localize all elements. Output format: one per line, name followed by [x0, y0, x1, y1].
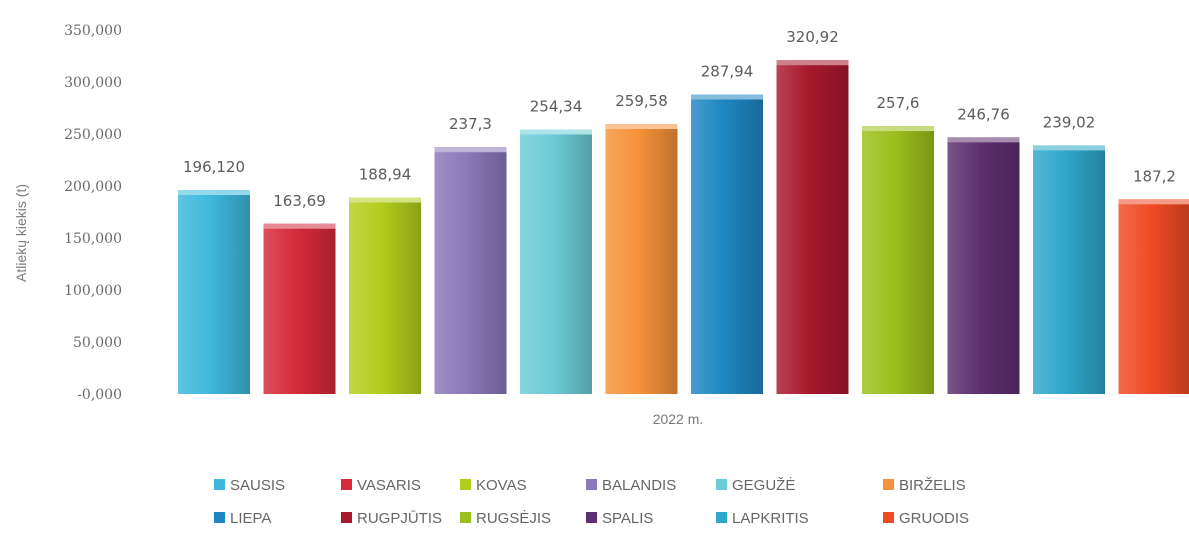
data-label: 246,76: [957, 105, 1010, 123]
legend-label: RUGSĖJIS: [476, 509, 551, 527]
legend-swatch: [586, 479, 597, 490]
bar-top-cap: [691, 94, 763, 100]
bar-top-cap: [178, 190, 250, 196]
y-tick-label: 200,000: [64, 179, 122, 195]
bar-top-cap: [520, 129, 592, 135]
bar-top-cap: [1033, 145, 1105, 151]
data-label: 196,120: [183, 158, 245, 176]
bar-rugsėjis: [862, 126, 934, 394]
y-tick-label: 150,000: [64, 231, 122, 247]
bar-top-cap: [862, 126, 934, 132]
legend-swatch: [341, 479, 352, 490]
legend-label: SAUSIS: [230, 477, 285, 494]
legend-swatch: [716, 512, 727, 523]
bar-top-cap: [1118, 199, 1189, 205]
bars: [178, 60, 1189, 395]
data-label: 287,94: [701, 63, 754, 81]
legend-swatch: [883, 479, 894, 490]
bar-lapkritis: [1033, 145, 1105, 394]
bar-top-cap: [434, 147, 507, 153]
y-tick-label: 50,000: [73, 335, 122, 351]
bar-top-cap: [605, 124, 678, 130]
bar-rugpjūtis: [776, 60, 849, 395]
data-label: 320,92: [786, 28, 839, 46]
legend: SAUSIS VASARIS KOVAS BALANDIS GEGUŽĖ BIRŽELIS…: [214, 476, 969, 527]
data-labels: 196,120 163,69 188,94 237,3 254,34 259,58 287,…: [183, 28, 1176, 210]
bar-top-cap: [776, 60, 849, 66]
legend-swatch: [460, 479, 471, 490]
legend-swatch: [883, 512, 894, 523]
y-axis-ticks: 350,000 300,000 250,000 200,000 150,000 100,0…: [64, 23, 122, 403]
bar-top-cap: [263, 223, 336, 229]
legend-swatch: [214, 479, 225, 490]
y-tick-label: 250,000: [64, 127, 122, 143]
y-tick-label: 300,000: [64, 75, 122, 91]
legend-label: KOVAS: [476, 477, 527, 494]
bar-gruodis: [1118, 199, 1189, 394]
y-tick-label: 350,000: [64, 23, 122, 39]
bar-top-cap: [947, 137, 1020, 143]
data-label: 187,2: [1133, 167, 1176, 185]
data-label: 259,58: [615, 92, 668, 110]
bar-liepa: [691, 94, 763, 395]
y-tick-label: 100,000: [64, 283, 122, 299]
y-axis-title: Atliekų kiekis (t): [13, 184, 29, 282]
data-label: 257,6: [877, 94, 920, 112]
bar-gegužė: [520, 129, 592, 395]
data-label: 188,94: [359, 166, 412, 184]
legend-swatch: [214, 512, 225, 523]
bar-balandis: [434, 147, 507, 394]
data-label: 254,34: [530, 97, 583, 115]
legend-label: BALANDIS: [602, 477, 676, 494]
legend-swatch: [586, 512, 597, 523]
bar-spalis: [947, 137, 1020, 394]
legend-label: VASARIS: [357, 477, 421, 494]
bar-top-cap: [349, 197, 421, 203]
legend-label: LAPKRITIS: [732, 510, 809, 527]
bar-birželis: [605, 124, 678, 394]
data-label: 239,02: [1043, 113, 1096, 131]
legend-label: BIRŽELIS: [899, 477, 966, 494]
bar-kovas: [349, 197, 421, 394]
legend-label: GRUODIS: [899, 510, 969, 527]
legend-label: RUGPJŪTIS: [357, 510, 442, 527]
legend-swatch: [341, 512, 352, 523]
bar-sausis: [178, 190, 250, 394]
y-tick-label: -0,000: [77, 387, 122, 403]
data-label: 163,69: [273, 192, 326, 210]
x-axis-title: 2022 m.: [653, 411, 704, 427]
legend-label: SPALIS: [602, 510, 653, 527]
legend-label: GEGUŽĖ: [732, 476, 795, 494]
legend-swatch: [716, 479, 727, 490]
legend-label: LIEPA: [230, 510, 271, 527]
data-label: 237,3: [449, 115, 492, 133]
bar-vasaris: [263, 223, 336, 394]
legend-swatch: [460, 512, 471, 523]
